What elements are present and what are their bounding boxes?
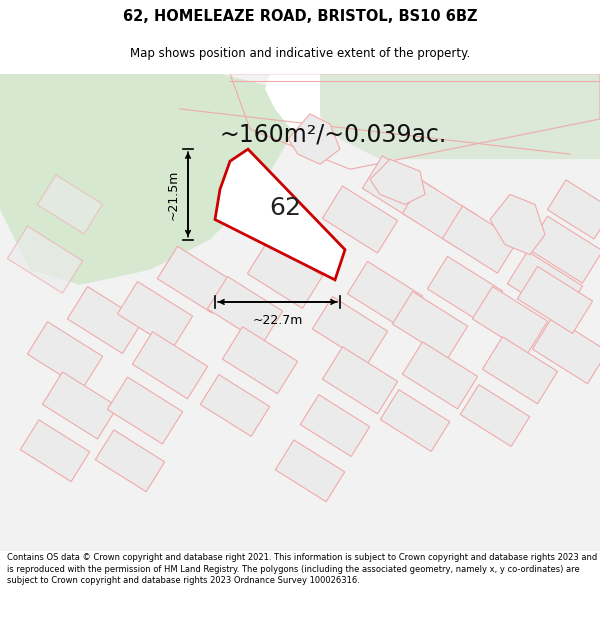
- Polygon shape: [347, 261, 422, 328]
- Polygon shape: [37, 175, 103, 234]
- Polygon shape: [482, 337, 557, 404]
- Polygon shape: [223, 327, 298, 394]
- Polygon shape: [247, 241, 323, 308]
- Polygon shape: [322, 347, 398, 414]
- Polygon shape: [157, 246, 233, 313]
- Polygon shape: [547, 180, 600, 239]
- Polygon shape: [95, 430, 165, 492]
- Polygon shape: [28, 322, 103, 389]
- Polygon shape: [133, 332, 208, 399]
- Polygon shape: [527, 216, 600, 283]
- Polygon shape: [215, 149, 345, 280]
- Polygon shape: [322, 186, 398, 253]
- Polygon shape: [362, 156, 437, 223]
- Text: ~22.7m: ~22.7m: [253, 314, 302, 327]
- Polygon shape: [313, 297, 388, 364]
- Polygon shape: [107, 377, 182, 444]
- Text: ~21.5m: ~21.5m: [167, 169, 180, 219]
- Polygon shape: [370, 159, 425, 204]
- Polygon shape: [275, 440, 345, 502]
- Polygon shape: [517, 266, 593, 334]
- Polygon shape: [0, 74, 295, 285]
- Polygon shape: [403, 181, 478, 248]
- Polygon shape: [200, 374, 270, 436]
- Polygon shape: [532, 317, 600, 384]
- Polygon shape: [472, 286, 548, 354]
- Polygon shape: [20, 420, 90, 482]
- Polygon shape: [265, 74, 320, 134]
- Polygon shape: [288, 114, 340, 164]
- Polygon shape: [442, 206, 518, 273]
- Polygon shape: [403, 342, 478, 409]
- Polygon shape: [380, 389, 450, 451]
- Text: 62, HOMELEAZE ROAD, BRISTOL, BS10 6BZ: 62, HOMELEAZE ROAD, BRISTOL, BS10 6BZ: [123, 9, 477, 24]
- Polygon shape: [490, 194, 545, 255]
- Polygon shape: [508, 251, 583, 318]
- Polygon shape: [427, 256, 503, 323]
- Polygon shape: [460, 384, 530, 446]
- Text: 62: 62: [269, 196, 302, 220]
- Polygon shape: [43, 372, 118, 439]
- Polygon shape: [310, 74, 600, 159]
- Text: Contains OS data © Crown copyright and database right 2021. This information is : Contains OS data © Crown copyright and d…: [7, 552, 598, 586]
- Polygon shape: [392, 291, 467, 359]
- Polygon shape: [0, 74, 600, 551]
- Polygon shape: [67, 286, 143, 354]
- Polygon shape: [7, 226, 83, 293]
- Polygon shape: [300, 395, 370, 456]
- Text: Map shows position and indicative extent of the property.: Map shows position and indicative extent…: [130, 47, 470, 59]
- Polygon shape: [208, 276, 283, 344]
- Text: ~160m²/~0.039ac.: ~160m²/~0.039ac.: [220, 122, 447, 146]
- Polygon shape: [118, 281, 193, 349]
